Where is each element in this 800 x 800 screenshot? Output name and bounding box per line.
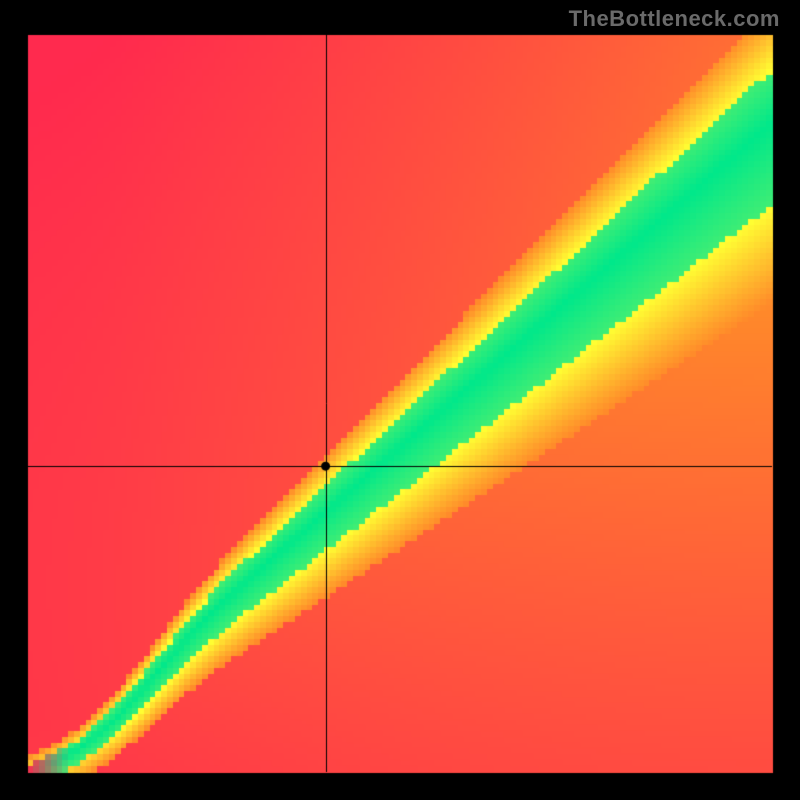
watermark-text: TheBottleneck.com [569,6,780,32]
bottleneck-heatmap-canvas [0,0,800,800]
chart-container: TheBottleneck.com [0,0,800,800]
